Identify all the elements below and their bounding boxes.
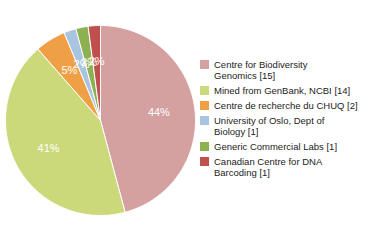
html-text:Centre for Biodiversity Genomi: Centre for Biodiversity Genomics [15] <box>214 58 308 81</box>
html-text:Canadian Centre for DNA Barcod: Canadian Centre for DNA Barcoding [1] <box>214 155 323 178</box>
html-text:Mined from GenBank, NCBI [14]: Mined from GenBank, NCBI [14] <box>214 84 351 96</box>
svg-text:5%: 5% <box>61 64 78 76</box>
html-text:University of Oslo, Dept of Bi: University of Oslo, Dept of Biology [1] <box>214 114 325 137</box>
html-text:Centre de recherche du CHUQ [2: Centre de recherche du CHUQ [2] <box>214 99 358 111</box>
html-text:Generic Commercial Labs [1]: Generic Commercial Labs [1] <box>214 140 337 152</box>
svg-text:44%: 44% <box>148 106 170 118</box>
svg-text:2%: 2% <box>89 55 105 67</box>
svg-text:41%: 41% <box>38 142 60 154</box>
